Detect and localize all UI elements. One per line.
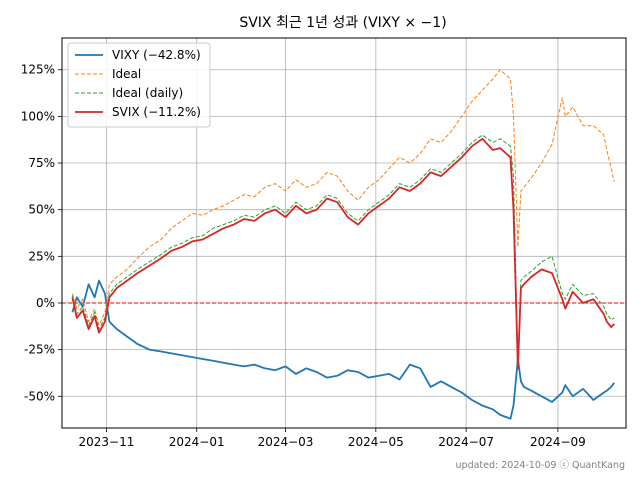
legend: VIXY (−42.8%) Ideal Ideal (daily) SVIX (−11… [67,42,211,128]
series-line-0 [71,279,615,420]
legend-label-1: Ideal [112,67,141,81]
legend-label-0: VIXY (−42.8%) [112,48,201,62]
y-tick-label: 50% [28,203,55,217]
x-tick-label: 2024−03 [258,435,314,449]
series-line-2 [71,134,615,364]
y-tick-label: -50% [24,389,55,403]
y-tick-label: 25% [28,249,55,263]
x-axis: 2023−11 2024−01 2024−03 2024−05 2024−07 2024−… [78,428,586,449]
x-tick-label: 2024−01 [169,435,225,449]
legend-box [67,42,211,128]
legend-label-3: SVIX (−11.2%) [112,105,201,119]
series-line-3 [71,137,615,370]
series-layer [71,69,615,420]
footer-credit: updated: 2024-10-09 ⓒ QuantKang [456,460,625,471]
plot-frame [61,37,627,429]
series-line-1 [71,69,615,326]
x-tick-label: 2024−09 [530,435,586,449]
x-tick-label: 2023−11 [78,435,134,449]
y-tick-label: -25% [24,343,55,357]
y-tick-label: 125% [21,63,55,77]
x-tick-label: 2024−05 [348,435,404,449]
y-axis: 125% 100% 75% 50% 25% 0% -25% -50% [21,63,62,403]
legend-label-2: Ideal (daily) [112,86,183,100]
chart-title: SVIX 최근 1년 성과 (VIXY × −1) [239,15,446,31]
x-tick-label: 2024−07 [438,435,494,449]
y-tick-label: 100% [21,109,55,123]
y-tick-label: 75% [28,156,55,170]
y-tick-label: 0% [36,296,55,310]
